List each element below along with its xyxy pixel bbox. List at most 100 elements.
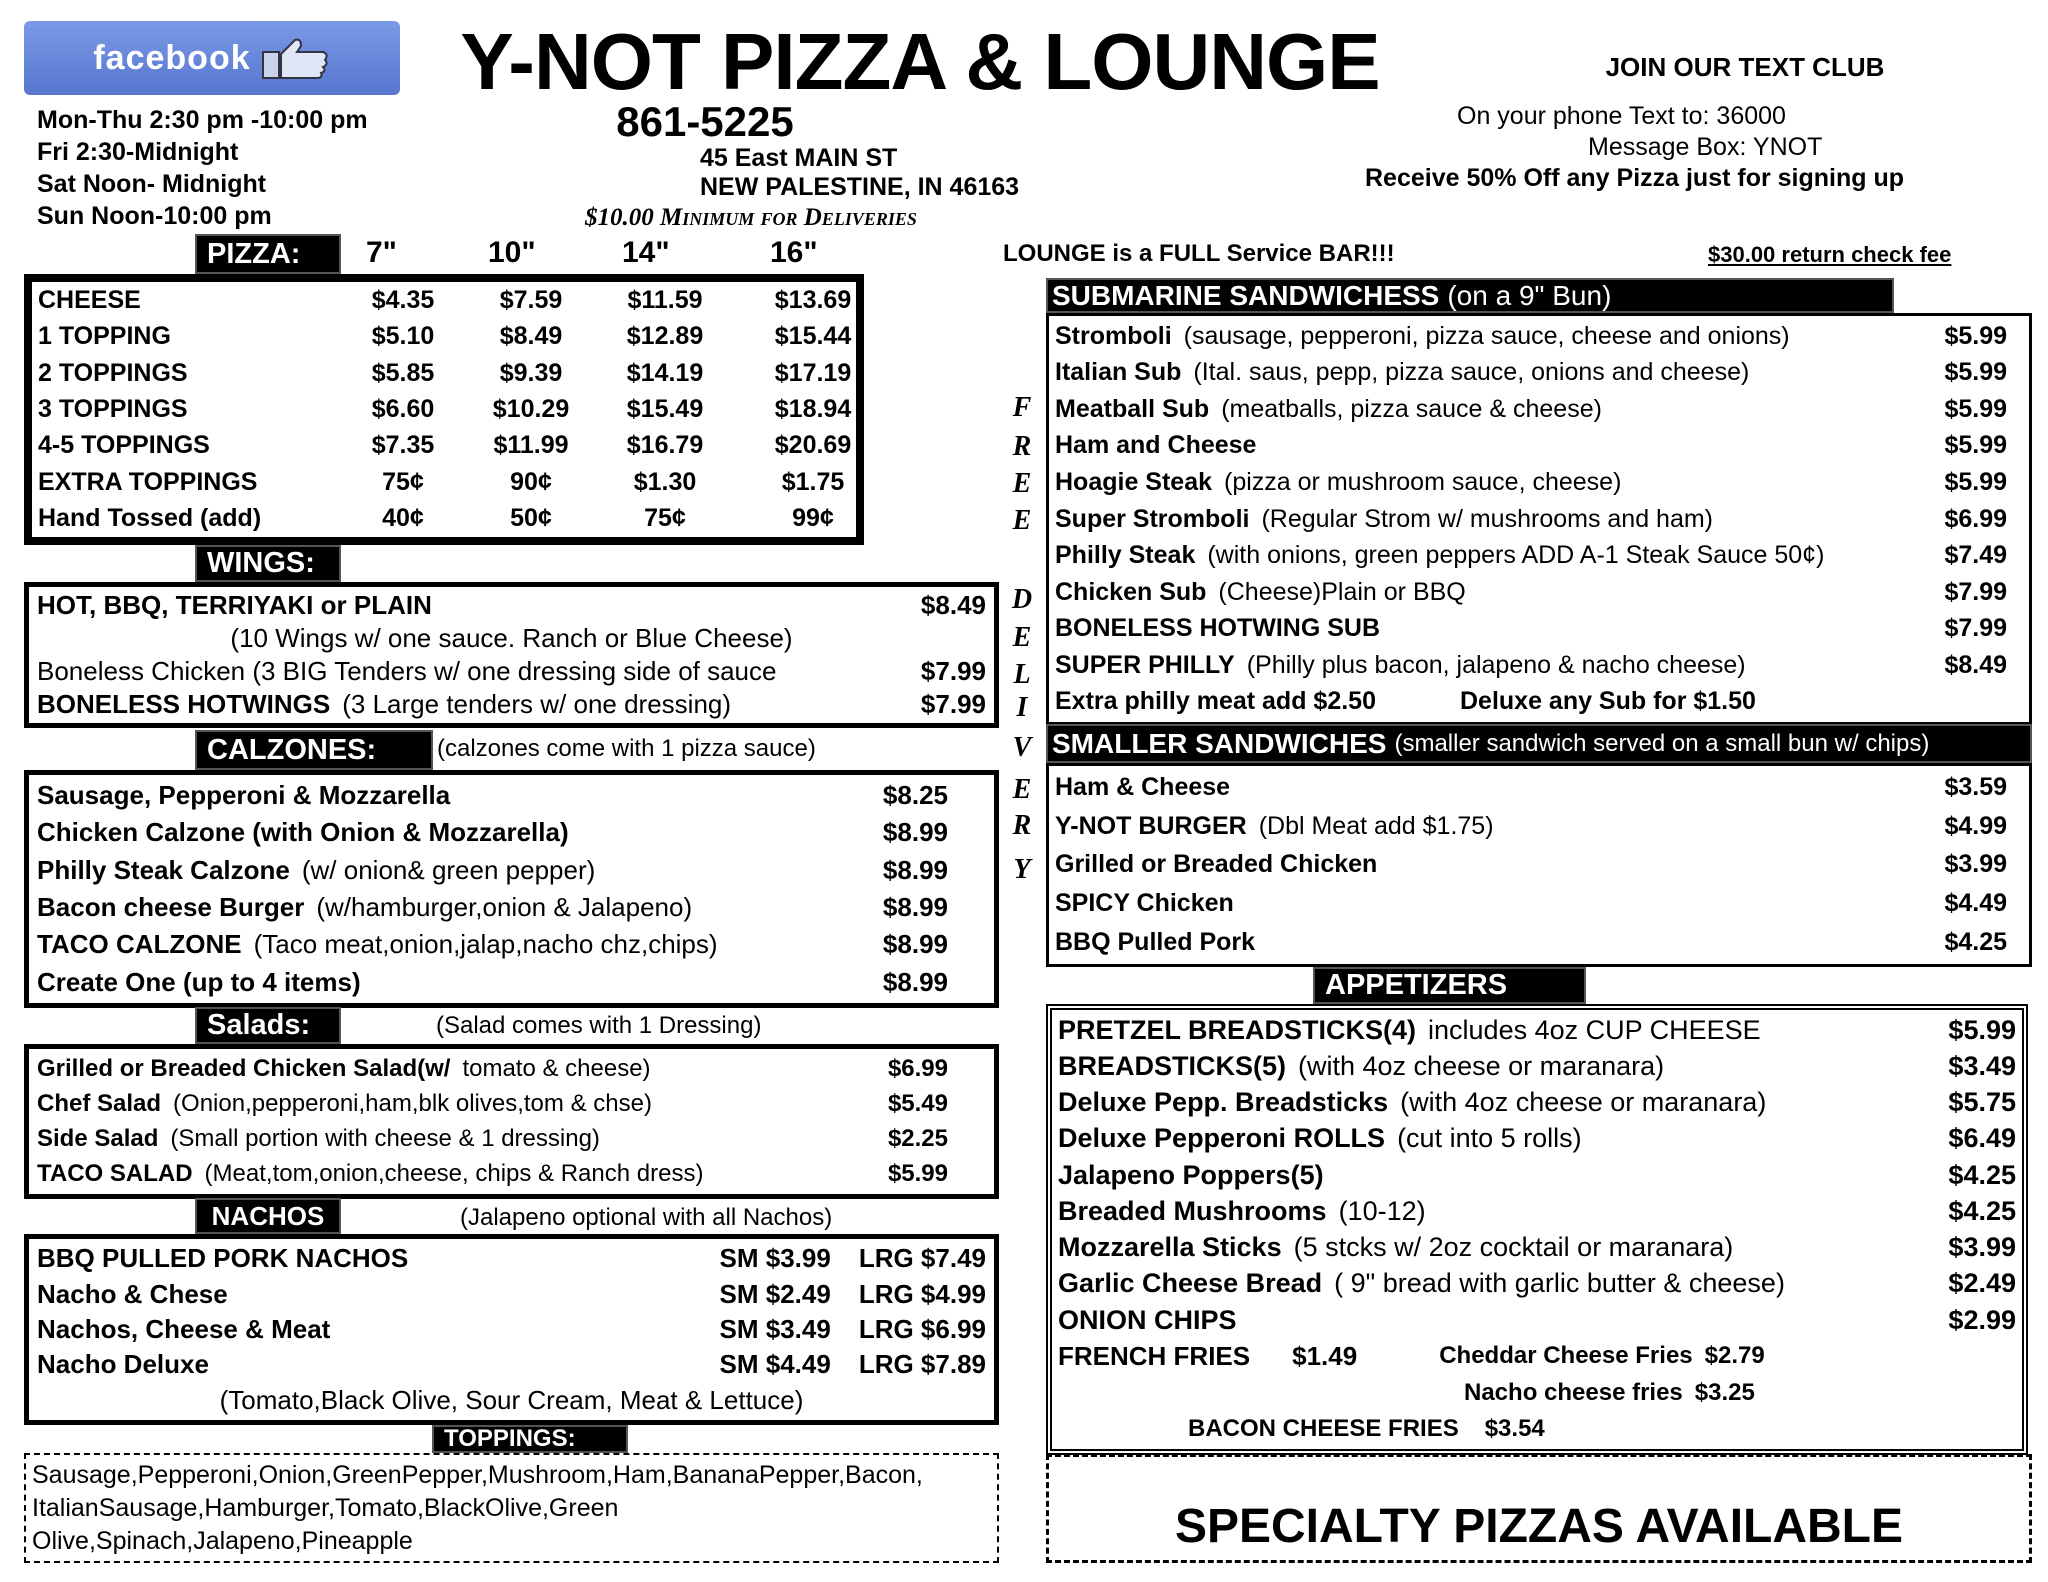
pizza-price: $8.49 xyxy=(499,322,563,351)
pizza-price-table: CHEESE $4.35 $7.59 $11.59 $13.69 1 TOPPING $5.… xyxy=(24,274,864,545)
calzones-header: CALZONES: xyxy=(195,730,433,770)
item-price-large: LRG $4.99 xyxy=(858,1278,986,1309)
wings-header: WINGS: xyxy=(195,545,341,582)
item-price: $8.99 xyxy=(882,892,948,923)
menu-item: Y-NOT BURGER (Dbl Meat add $1.75) $4.99 xyxy=(1055,807,2017,846)
menu-item: SUPER PHILLY (Philly plus bacon, jalapeno… xyxy=(1055,647,2017,684)
calzones-note: (calzones come with 1 pizza sauce) xyxy=(437,735,816,762)
pizza-price: $6.60 xyxy=(371,394,435,423)
lounge-note: LOUNGE is a FULL Service BAR!!! xyxy=(1003,240,1395,267)
item-name: Italian Sub xyxy=(1055,358,1182,387)
item-description: (meatballs, pizza sauce & cheese) xyxy=(1221,394,1602,423)
facebook-badge[interactable]: facebook xyxy=(24,21,400,95)
pizza-price: $12.89 xyxy=(626,322,704,351)
pizza-price: $4.35 xyxy=(371,285,435,314)
item-price: $7.99 xyxy=(920,656,986,686)
text-club: JOIN OUR TEXT CLUB On your phone Text to… xyxy=(1340,52,2048,194)
item-name: BBQ Pulled Pork xyxy=(1055,928,1256,957)
item-price: $3.99 xyxy=(1948,1232,2016,1263)
item-price: $7.49 xyxy=(1944,541,2007,570)
pizza-price: $11.99 xyxy=(493,431,569,460)
menu-item: Super Stromboli (Regular Strom w/ mushroo… xyxy=(1055,501,2017,538)
item-description: (cut into 5 rolls) xyxy=(1397,1123,1582,1154)
item-description: (pizza or mushroom sauce, cheese) xyxy=(1224,467,1622,496)
item-name: Grilled or Breaded Chicken Salad(w/ xyxy=(37,1054,451,1082)
menu-item: Philly Steak Calzone (w/ onion& green pep… xyxy=(37,852,986,889)
menu-item: BONELESS HOTWINGS (3 Large tenders w/ one… xyxy=(37,688,986,721)
free-delivery-letter: E xyxy=(1012,622,1032,653)
facebook-label: facebook xyxy=(93,38,251,77)
item-price: $8.99 xyxy=(882,966,948,997)
item-name: BACON CHEESE FRIES xyxy=(1188,1414,1459,1442)
item-price: $3.99 xyxy=(1944,850,2007,879)
size-label: 14" xyxy=(622,236,670,269)
item-price: $3.49 xyxy=(1948,1050,2016,1081)
pizza-header: PIZZA: xyxy=(195,234,341,274)
item-name: Ham & Cheese xyxy=(1055,772,1231,801)
item-price: $4.25 xyxy=(1948,1159,2016,1190)
free-delivery-letter: I xyxy=(1016,692,1028,723)
item-description: (w/hamburger,onion & Jalapeno) xyxy=(316,892,693,923)
hours-line: Sat Noon- Midnight xyxy=(37,170,267,198)
item-name: Philly Steak Calzone xyxy=(37,854,290,885)
pizza-price: $11.59 xyxy=(627,285,703,314)
item-name: Garlic Cheese Bread xyxy=(1058,1268,1323,1299)
smaller-header: SMALLER SANDWICHES (smaller sandwich ser… xyxy=(1046,724,2032,763)
menu-item: Stromboli (sausage, pepperoni, pizza sauc… xyxy=(1055,318,2017,355)
address: 45 East MAIN ST NEW PALESTINE, IN 46163 xyxy=(700,144,1090,202)
item-price-small: SM $2.49 xyxy=(719,1278,831,1309)
item-name: BREADSTICKS(5) xyxy=(1058,1050,1287,1081)
check-fee-note: $30.00 return check fee xyxy=(1708,242,1952,267)
item-note: (Tomato,Black Olive, Sour Cream, Meat & … xyxy=(219,1384,804,1415)
item-price: $3.25 xyxy=(1694,1378,1755,1406)
menu-item: (10 Wings w/ one sauce. Ranch or Blue Ch… xyxy=(37,622,986,655)
item-price: $5.99 xyxy=(887,1160,948,1188)
hours-line: Sun Noon-10:00 pm xyxy=(37,202,272,230)
pizza-row: CHEESE $4.35 $7.59 $11.59 $13.69 xyxy=(38,282,851,318)
item-name: Sausage, Pepperoni & Mozzarella xyxy=(37,780,451,811)
salads-note: (Salad comes with 1 Dressing) xyxy=(436,1012,762,1039)
phone-number[interactable]: 861-5225 xyxy=(616,98,794,145)
item-price: $2.25 xyxy=(887,1125,948,1153)
item-price: $5.49 xyxy=(887,1089,948,1117)
item-name: Nacho cheese fries xyxy=(1464,1378,1683,1406)
size-label: 16" xyxy=(770,236,818,269)
pizza-row: 4-5 TOPPINGS $7.35 $11.99 $16.79 $20.69 xyxy=(38,428,851,464)
item-price: $4.25 xyxy=(1944,928,2007,957)
item-name: Meatball Sub xyxy=(1055,394,1210,423)
item-name: Stromboli xyxy=(1055,321,1172,350)
item-name: Chef Salad xyxy=(37,1089,162,1117)
menu-item: Chicken Sub (Cheese)Plain or BBQ $7.99 xyxy=(1055,574,2017,611)
item-price: $1.49 xyxy=(1292,1340,1358,1371)
item-price: $2.79 xyxy=(1704,1342,1765,1370)
pizza-price: $16.79 xyxy=(626,431,704,460)
pizza-price: $17.19 xyxy=(774,358,852,387)
menu-item: Bacon cheese Burger (w/hamburger,onion & … xyxy=(37,889,986,926)
item-description: (w/ onion& green pepper) xyxy=(301,854,596,885)
text-club-title: JOIN OUR TEXT CLUB xyxy=(1605,52,1885,82)
item-description: (Meat,tom,onion,cheese, chips & Ranch dr… xyxy=(204,1160,704,1188)
menu-item: Breaded Mushrooms (10-12) $4.25 xyxy=(1058,1193,2016,1229)
menu-item: BBQ PULLED PORK NACHOS SM $3.99 LRG $7.49 xyxy=(37,1241,986,1276)
nachos-note: (Jalapeno optional with all Nachos) xyxy=(460,1204,833,1231)
item-name: Hoagie Steak xyxy=(1055,467,1213,496)
item-description: Boneless Chicken (3 BIG Tenders w/ one d… xyxy=(37,656,777,686)
menu-item: Nacho cheese fries $3.25 xyxy=(1058,1375,2016,1411)
menu-item: Nacho & Chese SM $2.49 LRG $4.99 xyxy=(37,1276,986,1311)
specialty-banner: SPECIALTY PIZZAS AVAILABLE xyxy=(1046,1454,2032,1563)
item-note: (10 Wings w/ one sauce. Ranch or Blue Ch… xyxy=(230,623,793,653)
item-name: Deluxe Pepp. Breadsticks xyxy=(1058,1087,1389,1118)
pizza-price: $5.85 xyxy=(371,358,435,387)
menu-item: SPICY Chicken $4.49 xyxy=(1055,884,2017,923)
free-delivery-letter: V xyxy=(1012,732,1032,763)
item-description: tomato & cheese) xyxy=(462,1054,651,1082)
item-price: $6.49 xyxy=(1948,1123,2016,1154)
item-price: $5.75 xyxy=(1948,1087,2016,1118)
item-price: $2.49 xyxy=(1948,1268,2016,1299)
menu-item: Nachos, Cheese & Meat SM $3.49 LRG $6.99 xyxy=(37,1312,986,1347)
text-club-offer: Receive 50% Off any Pizza just for signi… xyxy=(1365,164,1905,192)
free-delivery-letter: F xyxy=(1012,392,1032,423)
item-name: Super Stromboli xyxy=(1055,504,1250,533)
toppings-header: TOPPINGS: xyxy=(432,1425,628,1453)
free-delivery-letter: L xyxy=(1013,659,1031,690)
